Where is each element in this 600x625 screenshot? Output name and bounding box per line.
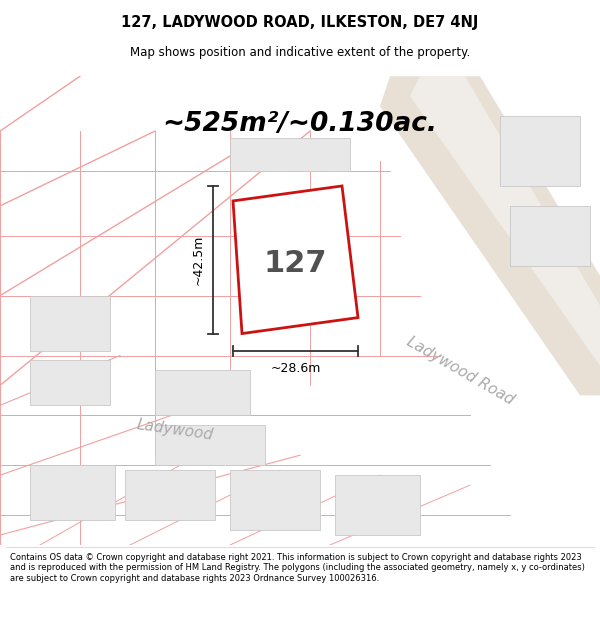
Polygon shape: [230, 138, 350, 171]
Text: Ladywood: Ladywood: [136, 418, 214, 443]
Text: 127: 127: [263, 249, 327, 278]
Polygon shape: [380, 76, 600, 396]
Polygon shape: [230, 470, 320, 530]
Polygon shape: [30, 296, 110, 351]
Text: ~42.5m: ~42.5m: [192, 234, 205, 285]
Polygon shape: [410, 76, 600, 366]
Polygon shape: [510, 206, 590, 266]
Text: 127, LADYWOOD ROAD, ILKESTON, DE7 4NJ: 127, LADYWOOD ROAD, ILKESTON, DE7 4NJ: [121, 15, 479, 30]
Polygon shape: [155, 426, 265, 465]
Text: ~525m²/~0.130ac.: ~525m²/~0.130ac.: [163, 111, 437, 137]
Text: Ladywood Road: Ladywood Road: [404, 334, 516, 408]
Text: Contains OS data © Crown copyright and database right 2021. This information is : Contains OS data © Crown copyright and d…: [10, 553, 585, 582]
Polygon shape: [30, 465, 115, 520]
Text: Map shows position and indicative extent of the property.: Map shows position and indicative extent…: [130, 46, 470, 59]
Polygon shape: [30, 361, 110, 406]
Polygon shape: [125, 470, 215, 520]
Polygon shape: [500, 116, 580, 186]
Polygon shape: [233, 186, 358, 334]
Polygon shape: [155, 371, 250, 416]
Text: ~28.6m: ~28.6m: [271, 362, 320, 376]
Polygon shape: [335, 475, 420, 535]
